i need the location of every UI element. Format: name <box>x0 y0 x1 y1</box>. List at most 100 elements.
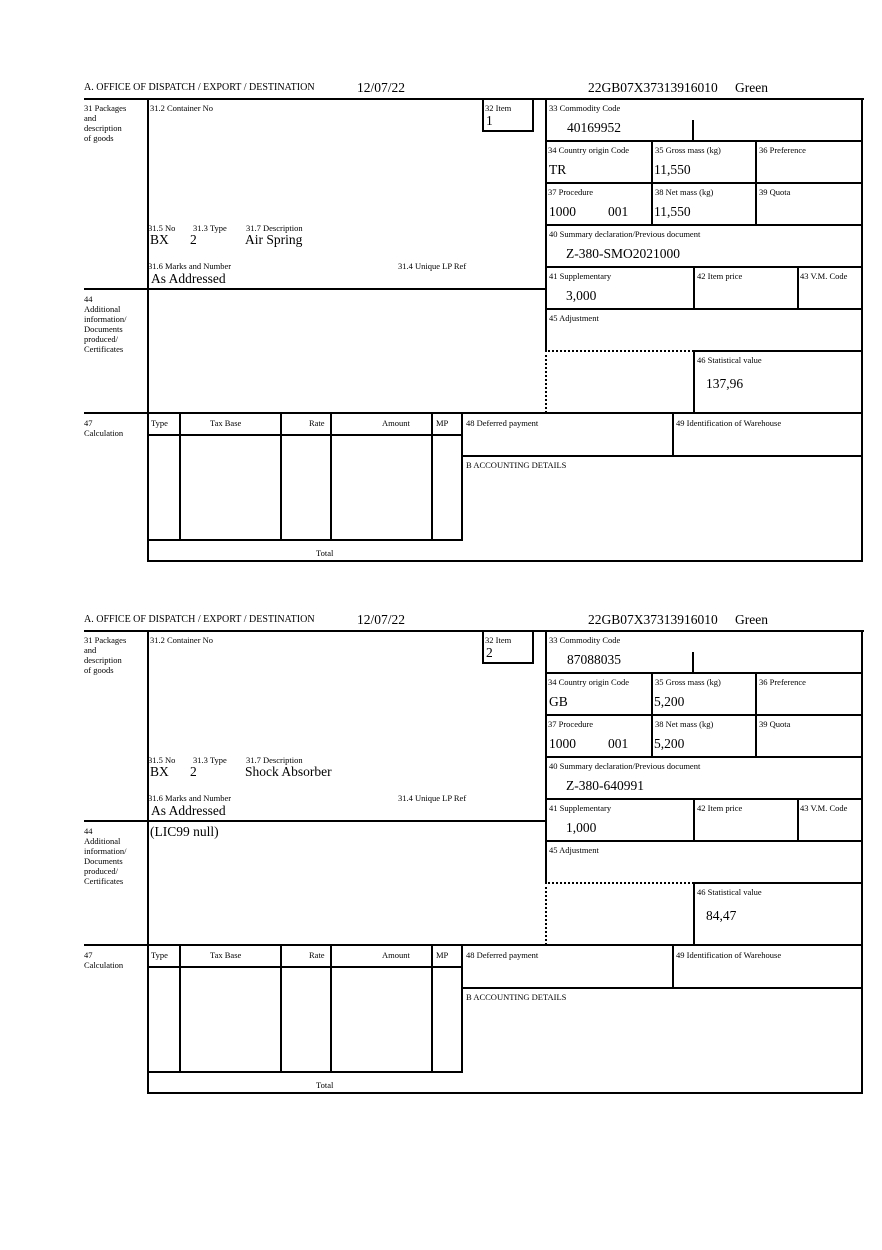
route: Green <box>735 80 768 95</box>
packages-type: 2 <box>190 232 197 247</box>
unique-lp-ref-label: 31.4 Unique LP Ref <box>398 793 467 803</box>
statistical-value-label: 46 Statistical value <box>697 355 762 365</box>
quota-label: 39 Quota <box>759 719 791 729</box>
divider <box>147 630 149 1094</box>
gross-mass: 5,200 <box>654 694 685 709</box>
office-heading: A. OFFICE OF DISPATCH / EXPORT / DESTINA… <box>84 614 315 625</box>
item-label: 32 Item <box>485 635 512 645</box>
date: 12/07/22 <box>357 612 406 627</box>
col-type: Type <box>151 950 168 960</box>
divider <box>797 798 799 840</box>
divider <box>84 98 864 100</box>
additional-information: (LIC99 null) <box>150 824 219 839</box>
quota-label: 39 Quota <box>759 187 791 197</box>
divider <box>147 539 463 541</box>
accounting-details-label: B ACCOUNTING DETAILS <box>466 992 567 1002</box>
divider <box>545 140 862 142</box>
supplementary-label: 41 Supplementary <box>549 271 612 281</box>
packages-no-label: 31.5 No <box>148 755 176 765</box>
vm-code-label: 43 V.M. Code <box>800 271 848 281</box>
divider <box>545 308 862 310</box>
supplementary: 1,000 <box>566 820 597 835</box>
procedure: 1000 <box>549 736 576 751</box>
dotted-divider <box>545 350 547 413</box>
divider <box>280 413 282 540</box>
dotted-divider <box>545 882 547 945</box>
unique-lp-ref-label: 31.4 Unique LP Ref <box>398 261 467 271</box>
item-label: 32 Item <box>485 103 512 113</box>
net-mass: 11,550 <box>654 204 691 219</box>
procedure-extra: 001 <box>608 736 629 751</box>
summary-declaration: Z-380-SMO2021000 <box>566 246 680 261</box>
packages-no: BX <box>150 764 169 779</box>
divider <box>84 288 546 290</box>
commodity-code-label: 33 Commodity Code <box>549 635 621 645</box>
description-label: 31.7 Description <box>246 755 303 765</box>
procedure-extra: 001 <box>608 204 629 219</box>
divider <box>84 944 863 946</box>
divider <box>861 98 863 562</box>
commodity-code-label: 33 Commodity Code <box>549 103 621 113</box>
container-no-label: 31.2 Container No <box>150 635 214 645</box>
divider <box>330 413 332 540</box>
packages-type-label: 31.3 Type <box>193 755 227 765</box>
vm-code-label: 43 V.M. Code <box>800 803 848 813</box>
description-label: 31.7 Description <box>246 223 303 233</box>
dotted-divider <box>545 882 694 884</box>
total-label: Total <box>316 1080 334 1090</box>
packages-type-label: 31.3 Type <box>193 223 227 233</box>
adjustment-label: 45 Adjustment <box>549 313 599 323</box>
box44-label: 44 Additional information/Documents produce… <box>84 826 127 886</box>
divider <box>545 266 862 268</box>
date: 12/07/22 <box>357 80 406 95</box>
preference-label: 36 Preference <box>759 677 806 687</box>
divider <box>545 756 862 758</box>
divider <box>147 1092 863 1094</box>
packages-no: BX <box>150 232 169 247</box>
box31-label: 31 Packages and description of goods <box>84 103 127 143</box>
divider <box>147 98 149 562</box>
supplementary-label: 41 Supplementary <box>549 803 612 813</box>
origin-label: 34 Country origin Code <box>548 145 629 155</box>
box44-label: 44 Additional information/Documents produce… <box>84 294 127 354</box>
origin: GB <box>549 694 568 709</box>
gross-mass-label: 35 Gross mass (kg) <box>655 677 721 687</box>
item-price-label: 42 Item price <box>697 803 743 813</box>
preference-label: 36 Preference <box>759 145 806 155</box>
col-rate: Rate <box>309 418 325 428</box>
route: Green <box>735 612 768 627</box>
divider <box>545 224 862 226</box>
item-price-label: 42 Item price <box>697 271 743 281</box>
divider <box>545 714 862 716</box>
col-tax-base: Tax Base <box>210 950 242 960</box>
divider <box>545 840 862 842</box>
divider <box>431 945 433 1072</box>
divider <box>861 630 863 1094</box>
col-rate: Rate <box>309 950 325 960</box>
divider <box>84 820 546 822</box>
deferred-payment-label: 48 Deferred payment <box>466 418 539 428</box>
divider <box>545 672 862 674</box>
divider <box>147 434 463 436</box>
divider <box>797 266 799 308</box>
summary-declaration: Z-380-640991 <box>566 778 644 793</box>
divider <box>672 945 674 988</box>
net-mass: 5,200 <box>654 736 685 751</box>
statistical-value-label: 46 Statistical value <box>697 887 762 897</box>
commodity-code: 87088035 <box>567 652 621 667</box>
adjustment-label: 45 Adjustment <box>549 845 599 855</box>
divider <box>693 798 695 840</box>
box31-label: 31 Packages and description of goods <box>84 635 127 675</box>
divider <box>693 350 862 352</box>
procedure-label: 37 Procedure <box>548 187 594 197</box>
box47-label: 47 Calculation <box>84 950 124 970</box>
col-type: Type <box>151 418 168 428</box>
divider <box>545 798 862 800</box>
summary-declaration-label: 40 Summary declaration/Previous document <box>549 761 701 771</box>
packages-no-label: 31.5 No <box>148 223 176 233</box>
divider <box>482 130 534 132</box>
divider <box>482 98 484 131</box>
marks: As Addressed <box>151 271 226 286</box>
item-number: 1 <box>486 113 493 128</box>
